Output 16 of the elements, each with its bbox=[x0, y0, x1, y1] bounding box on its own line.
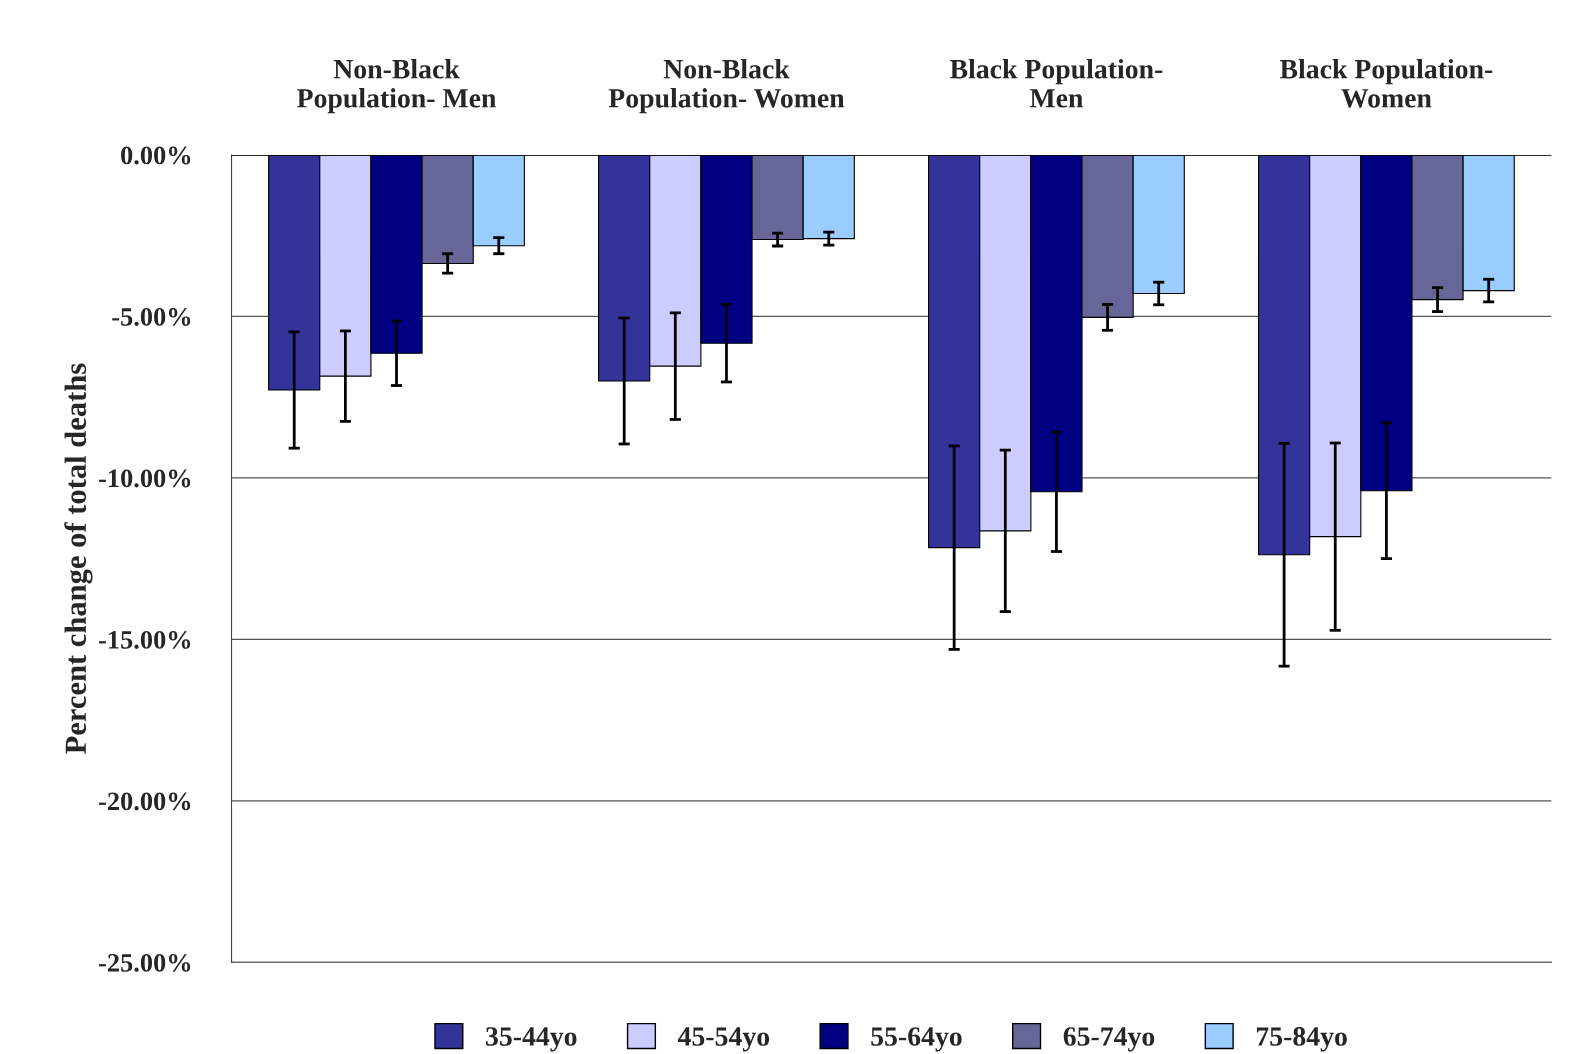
y-tick-label: -10.00% bbox=[99, 469, 191, 488]
y-tick-label: -20.00% bbox=[99, 792, 191, 811]
legend-label: 45-54yo bbox=[677, 1027, 770, 1052]
legend-label: 75-84yo bbox=[1256, 1027, 1347, 1052]
legend-label: 55-64yo bbox=[871, 1027, 962, 1052]
legend-label: 35-44yo bbox=[486, 1027, 577, 1052]
x-tick-label: Non-Black Population- Women bbox=[608, 59, 845, 114]
y-tick-label: -25.00% bbox=[99, 953, 191, 972]
legend-label: 65-74yo bbox=[1063, 1027, 1155, 1052]
y-axis-title: Percent change of total deaths bbox=[64, 363, 93, 754]
x-tick-label: Non-Black Population- Men bbox=[297, 59, 497, 114]
y-tick-label: 0.00% bbox=[121, 146, 191, 165]
y-tick-label: -5.00% bbox=[112, 308, 191, 326]
x-tick-label: Black Population- Men bbox=[950, 59, 1163, 108]
y-tick-label: -15.00% bbox=[99, 630, 191, 649]
x-tick-label: Black Population- Women bbox=[1279, 59, 1493, 108]
